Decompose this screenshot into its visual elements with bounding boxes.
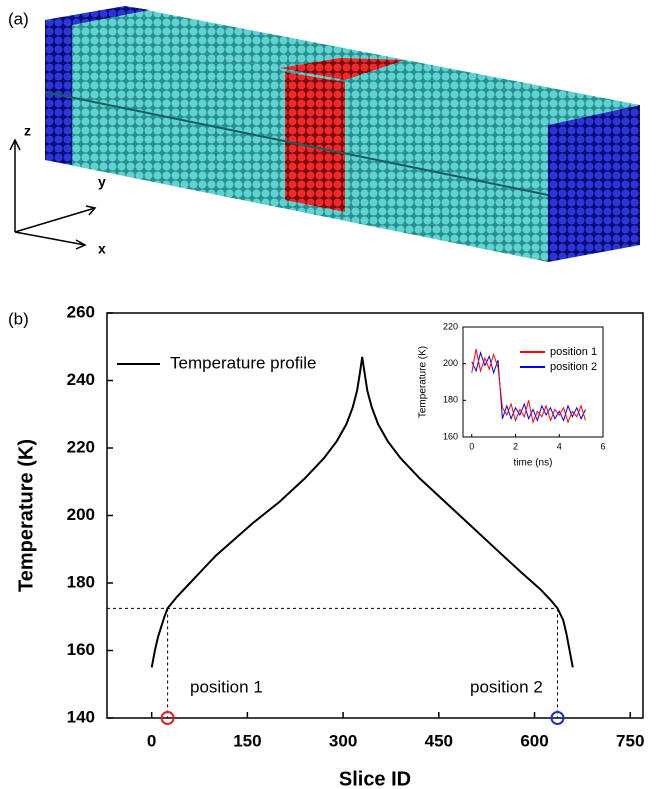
y-tick-label: 160 [443, 431, 458, 441]
x-tick-label: 750 [616, 731, 644, 750]
y-tick-label: 260 [67, 302, 95, 321]
plot-frame [462, 326, 604, 438]
atomic-structure [44, 6, 640, 262]
axis-label: y [98, 174, 106, 190]
x-tick-label: 450 [425, 731, 453, 750]
y-axis-label: Temperature (K) [15, 439, 37, 592]
y-tick-label: 180 [443, 395, 458, 405]
x-tick-label: 4 [557, 441, 562, 451]
y-tick-label: 220 [67, 437, 95, 456]
series-line [471, 348, 586, 425]
position-marker [160, 711, 175, 725]
annotation: position 2 [470, 677, 543, 696]
x-axis-label: Slice ID [339, 769, 411, 789]
red-front [285, 72, 345, 212]
panel-label: (a) [8, 9, 29, 28]
series-line [150, 356, 574, 668]
y-arrow [14, 205, 97, 233]
y-tick-label: 180 [67, 572, 95, 591]
x-axis-label: time (ns) [514, 458, 553, 469]
left-end-top [45, 6, 150, 25]
right-end [548, 105, 640, 262]
x-tick-label: 600 [520, 731, 548, 750]
y-tick-label: 200 [443, 358, 458, 368]
axes-triad [9, 138, 97, 250]
y-tick-label: 240 [67, 370, 95, 389]
annotation: position 1 [190, 677, 263, 696]
x-tick-label: 6 [600, 441, 605, 451]
x-arrow [14, 231, 87, 250]
x-tick-label: 150 [233, 731, 261, 750]
legend-label: position 1 [550, 346, 597, 358]
y-tick-label: 140 [67, 707, 95, 726]
seam [44, 91, 549, 196]
x-tick-label: 0 [469, 441, 474, 451]
panel-label: (b) [8, 309, 29, 328]
axis-label: z [24, 123, 31, 139]
y-tick-label: 220 [443, 321, 458, 331]
red-top [280, 58, 405, 80]
left-end [45, 20, 72, 165]
x-tick-label: 300 [329, 731, 357, 750]
y-tick-label: 160 [67, 640, 95, 659]
axis-label: x [98, 241, 106, 257]
position-marker [550, 711, 565, 725]
x-tick-label: 0 [147, 731, 156, 750]
y-axis-label: Temperature (K) [418, 346, 429, 418]
legend-label: position 2 [550, 361, 597, 373]
z-arrow [9, 138, 21, 232]
legend-label: Temperature profile [170, 353, 316, 372]
x-tick-label: 2 [513, 441, 518, 451]
y-tick-label: 200 [67, 505, 95, 524]
series-line [471, 350, 586, 423]
